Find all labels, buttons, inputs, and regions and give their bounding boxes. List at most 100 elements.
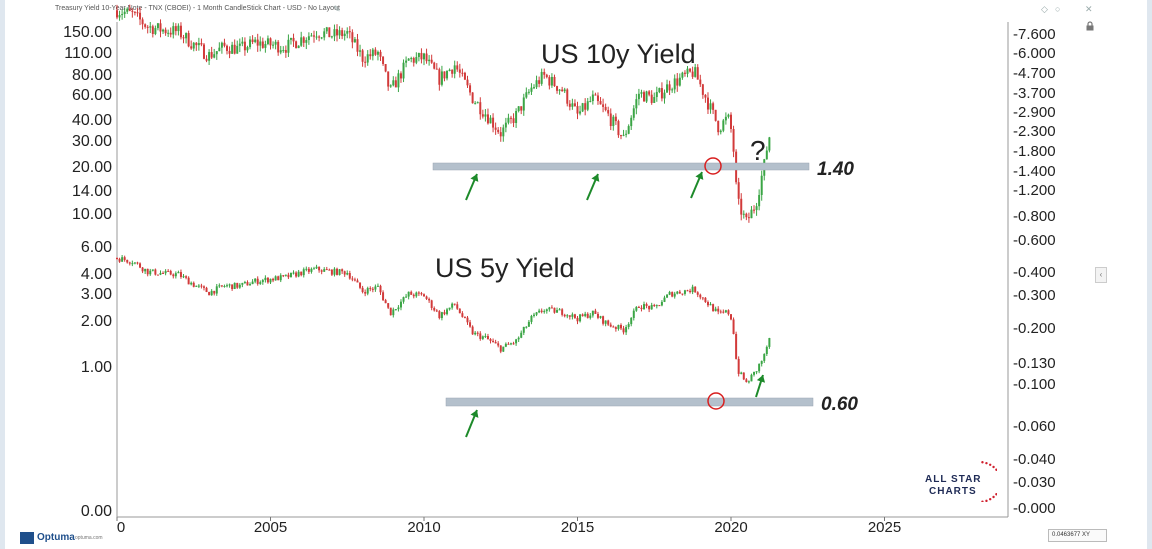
candle-body xyxy=(320,270,323,272)
candle-body xyxy=(484,336,487,338)
candle-body xyxy=(261,41,264,48)
candle-body xyxy=(200,43,203,45)
candle-body xyxy=(307,36,310,41)
candle-body xyxy=(141,267,144,272)
candle-body xyxy=(259,41,262,46)
arrow-icon-head xyxy=(470,410,479,418)
candle-body xyxy=(174,26,177,32)
candle-body xyxy=(305,268,308,270)
candle-body xyxy=(525,326,528,328)
candlestick-chart[interactable]: 150.00 110.00 80.00 60.00 40.00 30.00 20.00 14.… xyxy=(5,0,1147,549)
candle-body xyxy=(371,49,374,57)
candle-body xyxy=(246,282,249,286)
candle-body xyxy=(535,312,538,315)
candle-body xyxy=(471,326,474,335)
candle-body xyxy=(474,103,477,105)
logo-star xyxy=(992,465,995,469)
circle-icon[interactable]: ○ xyxy=(1055,4,1061,14)
candle-body xyxy=(333,268,336,275)
lock-icon[interactable] xyxy=(1085,21,1095,31)
candle-body xyxy=(118,258,121,262)
candle-body xyxy=(515,110,518,123)
candle-body xyxy=(238,43,241,46)
candle-body xyxy=(256,278,259,284)
candle-body xyxy=(136,262,139,264)
collapse-panel-handle[interactable]: ‹ xyxy=(1095,267,1107,283)
candle-body xyxy=(182,37,185,39)
candle-body xyxy=(566,315,569,317)
candle-body xyxy=(126,8,129,12)
candle-body xyxy=(622,328,625,333)
candle-body xyxy=(415,292,418,297)
candle-body xyxy=(558,309,561,311)
left-axis-tick-label: 150.00 xyxy=(63,24,112,41)
candle-body xyxy=(397,73,400,88)
candle-body xyxy=(712,103,715,110)
candle-body xyxy=(722,120,725,131)
candle-body xyxy=(205,58,208,61)
candle-body xyxy=(543,311,546,313)
candle-body xyxy=(586,101,589,110)
candle-body xyxy=(747,381,750,383)
candle-body xyxy=(379,51,382,57)
candle-body xyxy=(123,11,126,15)
candle-body xyxy=(233,44,236,54)
candle-body xyxy=(405,60,408,63)
candle-body xyxy=(154,28,157,34)
candle-body xyxy=(668,292,671,295)
right-axis-tick-label: -2.900 xyxy=(1013,104,1056,121)
candle-body xyxy=(622,134,625,136)
candle-body xyxy=(195,42,198,46)
candle-body xyxy=(202,44,205,59)
candle-body xyxy=(563,314,566,317)
candle-body xyxy=(668,84,671,91)
logo-star xyxy=(995,493,997,496)
candle-body xyxy=(724,310,727,313)
candle-body xyxy=(691,71,694,77)
arrow-icon-head xyxy=(470,174,479,182)
candle-body xyxy=(116,258,118,259)
candle-body xyxy=(522,326,525,333)
candle-body xyxy=(586,313,589,318)
candle-body xyxy=(346,273,349,275)
candle-body xyxy=(282,50,285,52)
logo-text-line2: CHARTS xyxy=(929,486,977,497)
candle-body xyxy=(509,343,512,345)
candle-body xyxy=(185,33,188,39)
right-axis-tick-label: -0.800 xyxy=(1013,208,1056,225)
candle-body xyxy=(568,103,571,107)
candle-body xyxy=(310,35,313,37)
candle-body xyxy=(673,293,676,297)
candle-body xyxy=(758,194,761,207)
candle-body xyxy=(451,69,454,74)
candle-body xyxy=(210,290,213,296)
candle-body xyxy=(517,106,520,111)
candle-body xyxy=(213,290,216,294)
left-axis-tick-label: 110.00 xyxy=(64,45,112,62)
candle-body xyxy=(435,68,438,70)
candle-body xyxy=(550,76,553,86)
right-axis-tick-label: -0.060 xyxy=(1013,418,1056,435)
candle-body xyxy=(492,340,495,343)
candle-body xyxy=(476,102,479,104)
candle-body xyxy=(126,259,129,263)
candle-body xyxy=(714,308,717,312)
candle-body xyxy=(540,310,543,312)
candle-body xyxy=(435,310,438,312)
candle-body xyxy=(497,129,500,133)
candle-body xyxy=(341,30,344,37)
logo-star xyxy=(995,468,997,471)
candle-body xyxy=(699,294,702,298)
candle-body xyxy=(430,300,433,308)
candle-body xyxy=(315,266,318,269)
candle-body xyxy=(553,76,556,87)
pencil-icon[interactable]: ✎ xyxy=(333,4,341,14)
candle-body xyxy=(423,294,425,297)
candle-body xyxy=(389,85,392,87)
close-icon[interactable]: ✕ xyxy=(1085,4,1093,14)
question-annotation: ? xyxy=(750,135,766,166)
candle-body xyxy=(663,297,666,302)
candle-body xyxy=(164,270,167,274)
candle-body xyxy=(295,41,298,49)
diamond-icon[interactable]: ◇ xyxy=(1041,4,1048,14)
